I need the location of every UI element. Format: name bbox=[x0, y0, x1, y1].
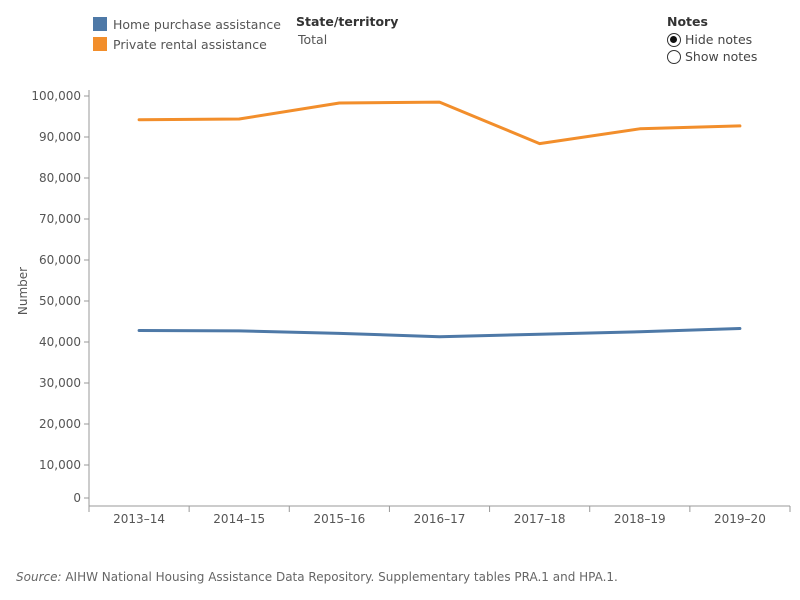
legend-swatch-private-rental bbox=[93, 37, 107, 51]
data-point-private-rental-assistance bbox=[538, 142, 541, 145]
y-tick-label: 0 bbox=[73, 491, 81, 505]
y-tick-label: 20,000 bbox=[39, 417, 81, 431]
legend-label-private-rental: Private rental assistance bbox=[113, 36, 267, 52]
data-point-private-rental-assistance bbox=[638, 127, 641, 130]
hide-notes-radio-icon[interactable] bbox=[667, 32, 681, 47]
x-tick-label: 2016–17 bbox=[414, 512, 466, 526]
data-point-home-purchase-assistance bbox=[238, 329, 241, 333]
y-tick-label: 30,000 bbox=[39, 376, 81, 390]
x-tick-label: 2014–15 bbox=[213, 512, 265, 526]
data-point-private-rental-assistance bbox=[238, 117, 241, 121]
x-tick-label: 2018–19 bbox=[614, 512, 666, 526]
x-tick-label: 2017–18 bbox=[514, 512, 566, 526]
state-territory-filter: State/territory Total bbox=[296, 14, 398, 47]
data-point-home-purchase-assistance bbox=[137, 329, 141, 332]
data-point-home-purchase-assistance bbox=[338, 332, 341, 335]
hide-notes-option[interactable]: Hide notes bbox=[667, 31, 757, 48]
data-point-private-rental-assistance bbox=[137, 118, 141, 121]
y-axis-label: Number bbox=[16, 267, 30, 315]
data-point-home-purchase-assistance bbox=[738, 327, 742, 330]
series-line-home-purchase-assistance bbox=[137, 327, 742, 339]
show-notes-radio-icon[interactable] bbox=[667, 49, 681, 64]
y-tick-label: 100,000 bbox=[31, 89, 81, 103]
x-tick-label: 2019–20 bbox=[714, 512, 766, 526]
series-line-private-rental-assistance bbox=[137, 100, 742, 146]
data-point-private-rental-assistance bbox=[738, 124, 742, 128]
legend-item-home-purchase[interactable]: Home purchase assistance bbox=[93, 14, 281, 34]
source-prefix: Source: bbox=[16, 570, 62, 584]
source-text: AIHW National Housing Assistance Data Re… bbox=[61, 570, 618, 584]
y-tick-label: 70,000 bbox=[39, 212, 81, 226]
y-tick-label: 10,000 bbox=[39, 458, 81, 472]
x-tick-label: 2015–16 bbox=[313, 512, 365, 526]
x-tick-label: 2013–14 bbox=[113, 512, 165, 526]
legend-item-private-rental[interactable]: Private rental assistance bbox=[93, 34, 281, 54]
data-point-home-purchase-assistance bbox=[638, 330, 641, 333]
legend-label-home-purchase: Home purchase assistance bbox=[113, 16, 281, 32]
show-notes-label: Show notes bbox=[685, 49, 758, 64]
y-tick-label: 90,000 bbox=[39, 130, 81, 144]
data-point-home-purchase-assistance bbox=[438, 335, 441, 338]
y-tick-label: 60,000 bbox=[39, 253, 81, 267]
show-notes-option[interactable]: Show notes bbox=[667, 48, 757, 65]
legend-swatch-home-purchase bbox=[93, 17, 107, 31]
source-note: Source: AIHW National Housing Assistance… bbox=[16, 570, 618, 584]
data-point-private-rental-assistance bbox=[338, 101, 341, 105]
notes-toggle: Notes Hide notes Show notes bbox=[667, 14, 757, 65]
hide-notes-label: Hide notes bbox=[685, 32, 753, 47]
y-tick-label: 50,000 bbox=[39, 294, 81, 308]
y-tick-label: 40,000 bbox=[39, 335, 81, 349]
data-point-private-rental-assistance bbox=[438, 100, 441, 104]
y-tick-label: 80,000 bbox=[39, 171, 81, 185]
filter-value-total[interactable]: Total bbox=[298, 32, 328, 47]
legend: Home purchase assistance Private rental … bbox=[93, 14, 281, 54]
filter-title: State/territory bbox=[296, 14, 399, 29]
data-point-home-purchase-assistance bbox=[538, 333, 541, 336]
notes-title: Notes bbox=[667, 14, 708, 29]
